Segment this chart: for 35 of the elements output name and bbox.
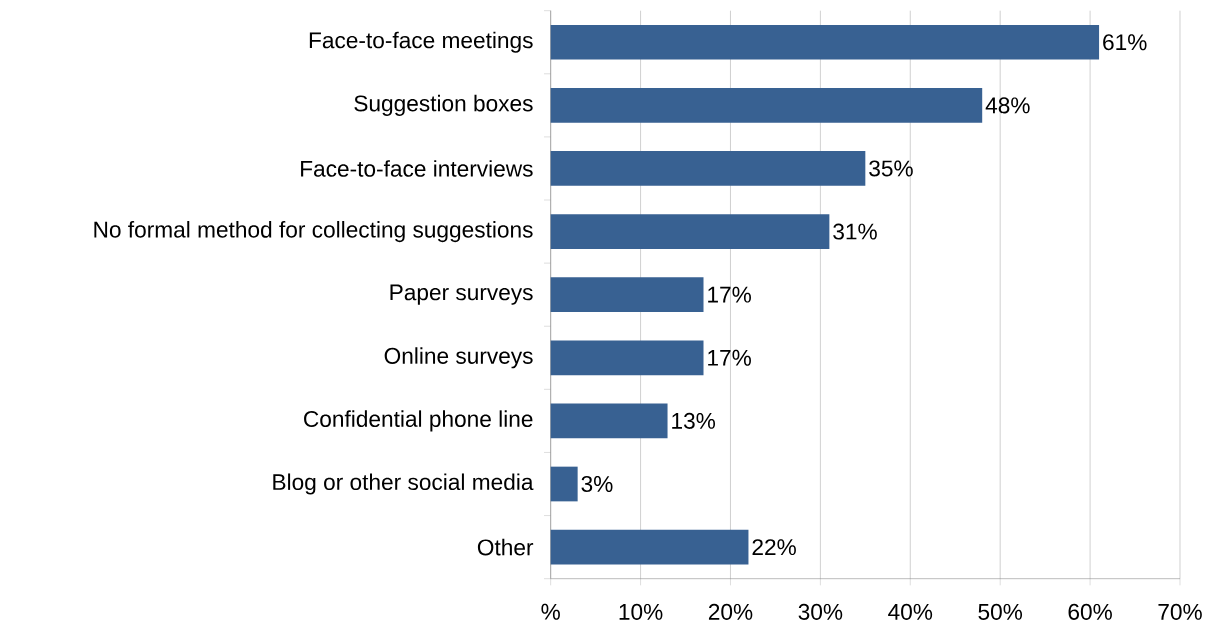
data-label: 17%	[708, 286, 751, 303]
data-label: 48%	[985, 97, 1030, 114]
data-label: 61%	[1103, 34, 1147, 51]
data-label: 3%	[581, 475, 613, 492]
bar	[550, 87, 983, 123]
y-tick-label: Face-to-face interviews	[301, 159, 533, 177]
y-tick-label: Paper surveys	[390, 284, 533, 305]
data-label: 35%	[869, 160, 913, 177]
x-tick-label: 20%	[708, 603, 753, 620]
x-tick-label: 70%	[1158, 603, 1202, 620]
bar	[550, 466, 578, 502]
x-tick-label: 50%	[978, 603, 1023, 620]
x-tick-label: 10%	[619, 603, 663, 620]
x-tick-label: 40%	[888, 603, 933, 620]
bar	[550, 277, 704, 312]
data-label: 22%	[752, 538, 796, 555]
data-label: 13%	[672, 412, 716, 429]
y-tick-label: Confidential phone line	[304, 410, 533, 432]
y-tick-label: No formal method for collecting suggestions	[94, 220, 533, 242]
bar	[550, 150, 866, 186]
bar	[550, 24, 1100, 60]
x-tick-label: 30%	[798, 603, 843, 620]
data-label: 17%	[708, 349, 751, 366]
y-tick-label: Face-to-face meetings	[309, 31, 533, 53]
y-tick-label: Other	[477, 538, 534, 556]
bar	[550, 403, 668, 439]
y-tick-label: Blog or other social media	[273, 473, 534, 495]
y-tick-label: Suggestion boxes	[354, 94, 533, 116]
x-tick-label: %	[541, 603, 560, 620]
data-label: 31%	[833, 223, 877, 240]
bar	[550, 529, 749, 565]
bar	[550, 340, 704, 375]
bar	[550, 214, 830, 249]
y-tick-label: Online surveys	[384, 347, 533, 369]
x-tick-label: 60%	[1068, 603, 1112, 620]
